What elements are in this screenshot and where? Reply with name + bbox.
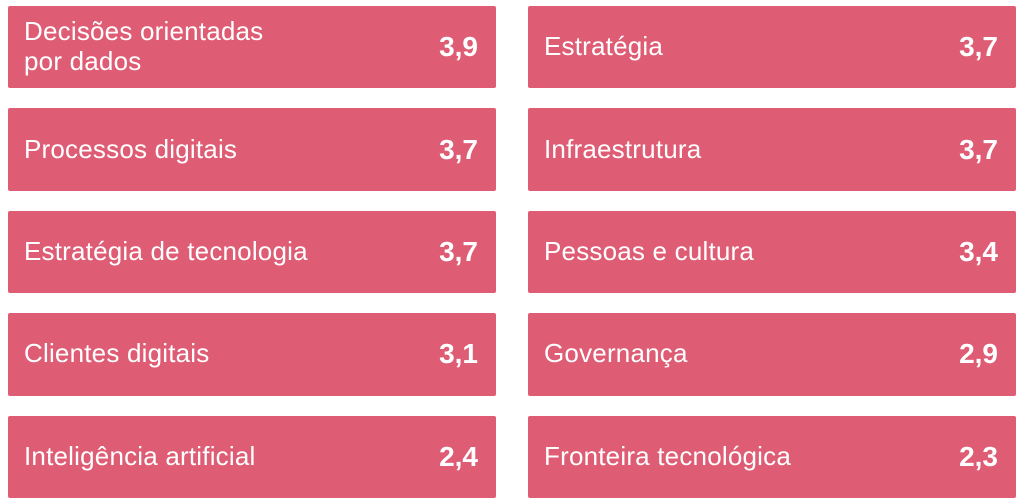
- tile-label: Governança: [544, 339, 688, 369]
- tile: Estratégia de tecnologia 3,7: [8, 211, 496, 293]
- tile: Governança 2,9: [528, 313, 1016, 395]
- tile: Inteligência artificial 2,4: [8, 416, 496, 498]
- tile: Decisões orientadaspor dados 3,9: [8, 6, 496, 88]
- infographic-grid: Decisões orientadaspor dados 3,9 Process…: [0, 0, 1024, 504]
- tile-label: Processos digitais: [24, 135, 237, 165]
- tile-value: 3,7: [439, 134, 478, 166]
- tile-value: 3,9: [439, 31, 478, 63]
- tile: Clientes digitais 3,1: [8, 313, 496, 395]
- tile-value: 3,1: [439, 338, 478, 370]
- tile-value: 2,3: [959, 441, 998, 473]
- tile-value: 3,7: [959, 31, 998, 63]
- tile-value: 3,4: [959, 236, 998, 268]
- column-right: Estratégia 3,7 Infraestrutura 3,7 Pessoa…: [528, 6, 1016, 498]
- tile-value: 3,7: [439, 236, 478, 268]
- column-left: Decisões orientadaspor dados 3,9 Process…: [8, 6, 496, 498]
- tile-label: Estratégia: [544, 32, 663, 62]
- tile-label: Pessoas e cultura: [544, 237, 754, 267]
- tile: Estratégia 3,7: [528, 6, 1016, 88]
- tile-value: 2,9: [959, 338, 998, 370]
- tile-label: Infraestrutura: [544, 135, 701, 165]
- tile: Processos digitais 3,7: [8, 108, 496, 190]
- tile-label: Fronteira tecnológica: [544, 442, 791, 472]
- tile-label: Inteligência artificial: [24, 442, 256, 472]
- tile-value: 2,4: [439, 441, 478, 473]
- tile: Fronteira tecnológica 2,3: [528, 416, 1016, 498]
- tile: Pessoas e cultura 3,4: [528, 211, 1016, 293]
- tile-value: 3,7: [959, 134, 998, 166]
- tile-label: Estratégia de tecnologia: [24, 237, 308, 267]
- tile-label: Clientes digitais: [24, 339, 210, 369]
- tile-label: Decisões orientadaspor dados: [24, 17, 263, 77]
- tile: Infraestrutura 3,7: [528, 108, 1016, 190]
